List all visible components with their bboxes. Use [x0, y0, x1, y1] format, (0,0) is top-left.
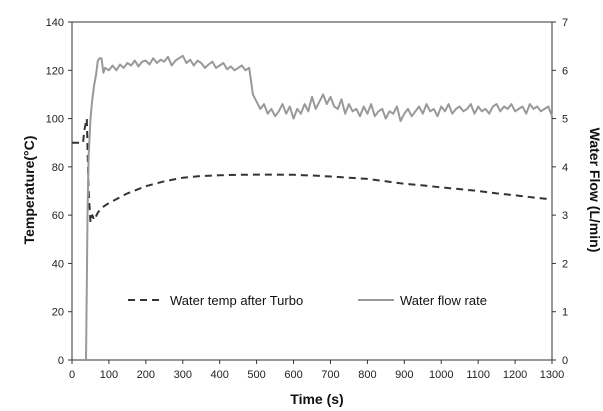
- y-tick-label: 80: [52, 162, 64, 174]
- x-tick-label: 200: [137, 369, 155, 381]
- y-tick-label: 40: [52, 258, 64, 270]
- y-tick-label: 60: [52, 210, 64, 222]
- y2-tick-label: 3: [562, 210, 568, 222]
- x-tick-label: 1300: [540, 369, 564, 381]
- y-tick-label: 140: [46, 17, 64, 29]
- y2-tick-label: 1: [562, 307, 568, 319]
- x-tick-label: 800: [358, 369, 376, 381]
- x-tick-label: 600: [284, 369, 302, 381]
- series-layer: [72, 54, 553, 361]
- x-tick-label: 500: [247, 369, 265, 381]
- y-tick-label: 0: [58, 355, 64, 367]
- y2-tick-label: 5: [562, 114, 568, 126]
- x-tick-label: 300: [174, 369, 192, 381]
- legend: Water temp after Turbo Water flow rate: [128, 293, 487, 308]
- x-tick-label: 1000: [429, 369, 453, 381]
- y-tick-label: 120: [46, 65, 64, 77]
- y2-tick-label: 0: [562, 355, 568, 367]
- y2-tick-label: 7: [562, 17, 568, 29]
- series-line-water-flow: [85, 54, 553, 361]
- y-axis-title: Temperature(°C): [21, 136, 37, 245]
- y2-axis-title: Water Flow (L/min): [587, 128, 603, 253]
- x-axis-title: Time (s): [290, 391, 343, 407]
- y2-tick-label: 4: [562, 162, 568, 174]
- series-line-water-temp: [72, 117, 553, 224]
- y2-tick-label: 6: [562, 65, 568, 77]
- y-tick-label: 100: [46, 114, 64, 126]
- x-tick-label: 0: [69, 369, 75, 381]
- y2-tick-label: 2: [562, 258, 568, 270]
- legend-label-flow: Water flow rate: [400, 293, 487, 308]
- x-tick-label: 400: [211, 369, 229, 381]
- x-tick-label: 700: [321, 369, 339, 381]
- axes: [68, 21, 556, 364]
- tick-labels: 0 100 200 300 400 500 600 700 800 900 1000 1100 1200…: [46, 17, 568, 381]
- plot-frame: [71, 21, 553, 361]
- x-tick-label: 1100: [466, 369, 490, 381]
- x-tick-label: 900: [395, 369, 413, 381]
- legend-label-temp: Water temp after Turbo: [170, 293, 303, 308]
- y-tick-label: 20: [52, 307, 64, 319]
- x-tick-label: 1200: [503, 369, 527, 381]
- x-tick-label: 100: [100, 369, 118, 381]
